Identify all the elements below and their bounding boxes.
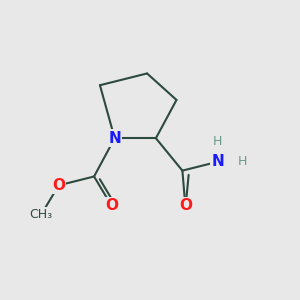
Text: CH₃: CH₃ xyxy=(29,208,52,221)
Text: H: H xyxy=(238,155,248,168)
Text: N: N xyxy=(211,154,224,169)
Text: H: H xyxy=(213,135,222,148)
Text: O: O xyxy=(52,178,65,193)
Text: N: N xyxy=(108,131,121,146)
Text: O: O xyxy=(179,198,192,213)
Text: O: O xyxy=(105,198,118,213)
